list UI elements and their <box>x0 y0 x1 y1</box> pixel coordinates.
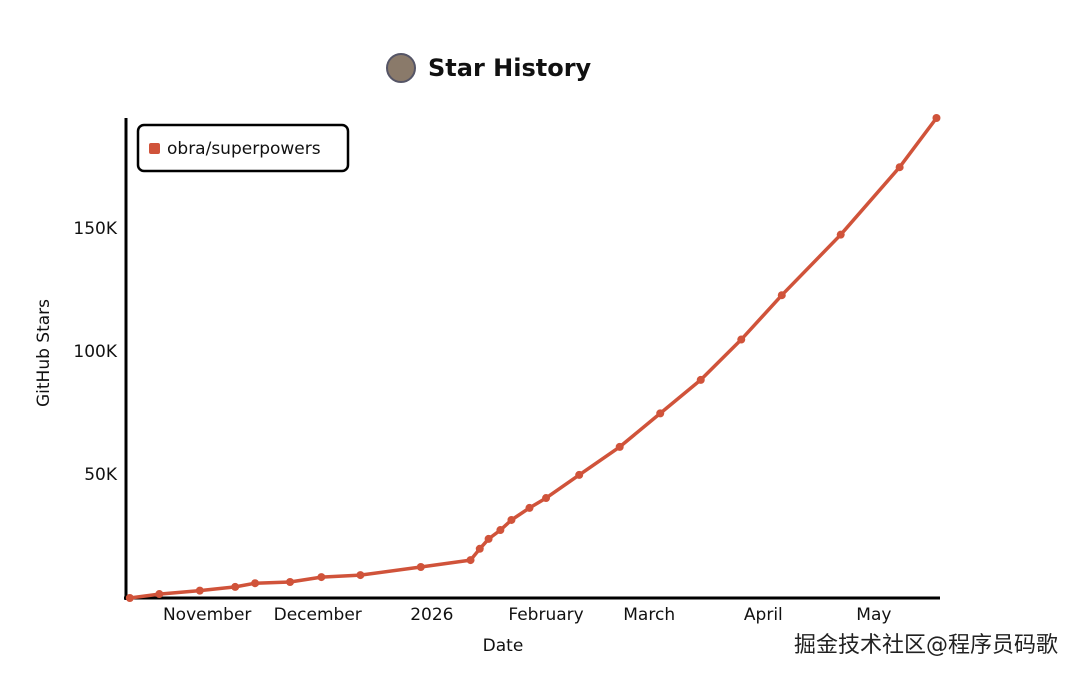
data-point <box>542 494 551 503</box>
y-tick-label: 150K <box>73 219 117 239</box>
data-point <box>466 556 475 565</box>
x-tick-label: February <box>508 605 583 625</box>
data-point <box>484 534 493 543</box>
data-point <box>895 163 904 172</box>
data-point <box>125 594 134 602</box>
data-point <box>317 573 326 582</box>
x-tick-label: 2026 <box>410 605 453 625</box>
legend-swatch <box>149 143 160 154</box>
x-tick-label: March <box>623 605 675 625</box>
x-tick-label: November <box>163 605 251 625</box>
avatar <box>386 53 416 83</box>
data-point <box>496 526 505 535</box>
data-point <box>416 562 425 571</box>
data-point <box>475 544 484 553</box>
y-axis-label: GitHub Stars <box>34 299 54 407</box>
data-point <box>155 590 164 599</box>
x-tick-label: December <box>274 605 362 625</box>
x-tick-label: April <box>744 605 783 625</box>
chart-title: Star History <box>428 54 592 82</box>
watermark: 掘金技术社区@程序员码歌 <box>794 633 1058 658</box>
x-tick-label: May <box>856 605 891 625</box>
data-point <box>195 586 204 595</box>
data-point <box>932 114 941 122</box>
legend-box <box>136 123 350 173</box>
data-point <box>615 442 624 451</box>
legend-label: obra/superpowers <box>167 139 321 159</box>
data-point <box>356 571 365 580</box>
data-point <box>656 409 665 418</box>
data-point <box>286 578 295 586</box>
x-axis-label: Date <box>483 636 524 656</box>
data-point <box>737 335 746 344</box>
data-point <box>696 375 705 384</box>
data-point <box>231 582 240 591</box>
data-point <box>777 291 786 300</box>
data-point <box>507 515 516 524</box>
data-point <box>525 503 534 512</box>
data-point <box>575 470 584 479</box>
y-tick-label: 50K <box>84 465 118 485</box>
y-tick-label: 100K <box>73 342 117 362</box>
data-point <box>836 230 845 239</box>
series-line <box>129 116 938 600</box>
data-point <box>251 579 260 588</box>
